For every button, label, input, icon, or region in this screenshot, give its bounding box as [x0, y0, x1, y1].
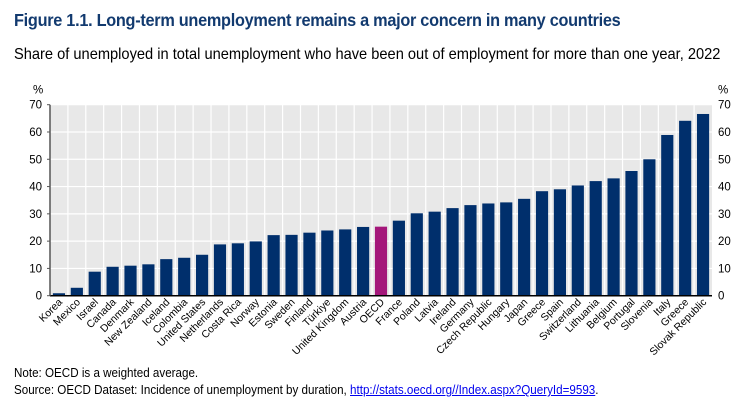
- bar-lithuania: [589, 181, 602, 296]
- y-tick-label-right: 70: [718, 100, 731, 112]
- source-link[interactable]: http://stats.oecd.org//Index.aspx?QueryI…: [350, 383, 596, 397]
- bar-portugal: [625, 171, 638, 296]
- bar-czech-republic: [482, 203, 495, 296]
- y-tick-label-left: 30: [29, 209, 42, 221]
- y-tick-label-left: 10: [29, 263, 42, 275]
- bar-iceland: [160, 259, 173, 296]
- y-ticks-right: 0 10 20 30 40 50 60 70: [718, 100, 731, 303]
- figure-title: Figure 1.1. Long-term unemployment remai…: [14, 10, 621, 30]
- y-tick-label-right: 30: [718, 209, 731, 221]
- bar-spain: [553, 189, 567, 296]
- bar-germany: [464, 205, 477, 296]
- y-tick-label-right: 60: [718, 127, 731, 139]
- bar-mexico: [70, 287, 83, 296]
- source-text: Source: OECD Dataset: Incidence of unemp…: [14, 382, 599, 399]
- bar-italy: [661, 134, 674, 296]
- bar-slovenia: [643, 159, 656, 296]
- bar-united-states: [195, 254, 209, 296]
- bar-belgium: [607, 178, 620, 296]
- bar-austria: [357, 226, 370, 296]
- note-text: Note: OECD is a weighted average.: [14, 366, 199, 380]
- bar-new-zealand: [142, 264, 155, 296]
- bar-sweden: [285, 234, 298, 296]
- bar-slovak-republic: [696, 113, 710, 296]
- bar-hungary: [500, 202, 513, 296]
- figure-subtitle: Share of unemployed in total unemploymen…: [14, 46, 721, 63]
- y-tick-label-left: 60: [29, 127, 42, 139]
- y-axis-unit-right: %: [718, 85, 728, 97]
- bar-ireland: [446, 208, 459, 296]
- bar-japan: [518, 198, 531, 296]
- y-tick-label-right: 10: [718, 263, 731, 275]
- bar-switzerland: [571, 185, 584, 296]
- source-suffix: .: [595, 383, 599, 397]
- source-prefix: Source: OECD Dataset: Incidence of unemp…: [14, 383, 351, 397]
- bar-norway: [249, 241, 262, 296]
- bar-canada: [106, 266, 119, 296]
- bar-france: [392, 220, 405, 296]
- bar-t-rkiye: [321, 230, 334, 296]
- notes: Note: OECD is a weighted average. Source…: [14, 365, 599, 399]
- bar-korea: [52, 293, 66, 296]
- y-tick-label-left: 40: [29, 182, 42, 194]
- y-tick-label-left: 0: [36, 291, 42, 303]
- bar-estonia: [267, 235, 280, 296]
- bar-greece: [535, 191, 549, 296]
- bar-israel: [88, 271, 101, 296]
- bar-finland: [303, 232, 316, 296]
- y-tick-label-right: 50: [718, 154, 731, 166]
- bar-colombia: [178, 257, 191, 296]
- y-tick-label-left: 70: [29, 100, 42, 112]
- bar-costa-rica: [231, 243, 244, 296]
- y-tick-label-right: 20: [718, 236, 731, 248]
- y-tick-label-right: 0: [718, 291, 724, 303]
- bar-oecd: [374, 226, 388, 296]
- bar-greece: [679, 120, 692, 296]
- y-ticks-left: 0 10 20 30 40 50 60 70: [29, 100, 50, 303]
- bar-netherlands: [213, 244, 227, 296]
- bars: [52, 113, 710, 296]
- y-axis-unit-left: %: [33, 85, 43, 97]
- bar-poland: [410, 213, 423, 296]
- y-tick-label-left: 20: [29, 236, 42, 248]
- y-tick-label-left: 50: [29, 154, 42, 166]
- bar-latvia: [428, 211, 441, 296]
- y-tick-label-right: 40: [718, 182, 731, 194]
- bar-united-kingdom: [339, 229, 352, 296]
- bar-denmark: [124, 265, 137, 296]
- bar-chart: 0 10 20 30 40 50 60 70 0 10 20 30 40 50 60 70 KoreaMex…: [29, 85, 731, 358]
